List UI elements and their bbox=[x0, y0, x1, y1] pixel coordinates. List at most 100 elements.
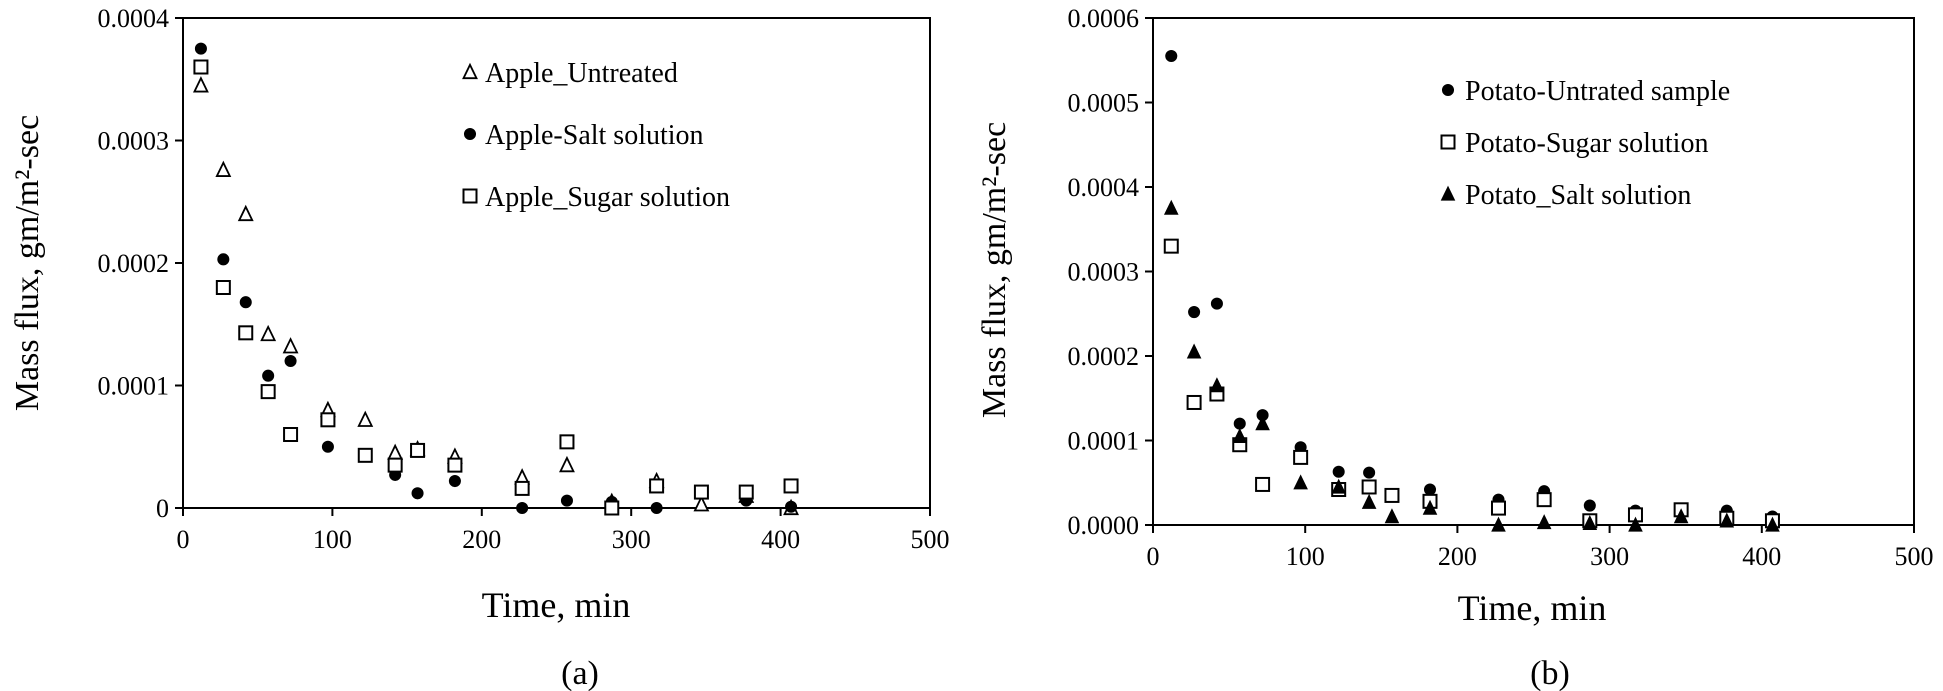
x-tick-labels-b: 0 100 200 300 400 500 bbox=[1147, 525, 1934, 571]
data-point bbox=[448, 475, 461, 488]
x-tick-label: 200 bbox=[1438, 542, 1477, 571]
data-point bbox=[321, 440, 334, 453]
panel-caption-a: (a) bbox=[561, 655, 599, 691]
panel-caption-b: (b) bbox=[1530, 655, 1570, 691]
data-point bbox=[1361, 479, 1377, 495]
x-tick-label: 0 bbox=[177, 525, 190, 554]
y-axis-title-a: Mass flux, gm/m²-sec bbox=[9, 115, 46, 411]
data-point bbox=[1210, 297, 1223, 310]
y-tick-label: 0.0001 bbox=[98, 372, 170, 401]
data-point bbox=[560, 494, 573, 507]
data-point bbox=[215, 160, 232, 177]
x-tick-label: 100 bbox=[1286, 542, 1325, 571]
chart-panel-a: Time, min Mass flux, gm/m²-sec (a) 0 100 2… bbox=[9, 4, 950, 691]
y-tick-label: 0.0004 bbox=[1068, 173, 1140, 202]
data-point bbox=[239, 296, 252, 309]
data-point bbox=[1673, 508, 1689, 524]
data-point bbox=[1232, 427, 1248, 443]
legend-entry-label: Apple_Sugar solution bbox=[485, 182, 730, 213]
data-point bbox=[192, 76, 209, 93]
legend-entry-label: Apple_Untreated bbox=[485, 58, 678, 89]
data-point bbox=[1490, 500, 1506, 516]
data-point bbox=[1582, 514, 1598, 530]
data-point bbox=[1384, 487, 1400, 503]
x-tick-label: 500 bbox=[1895, 542, 1934, 571]
data-point bbox=[1628, 516, 1643, 532]
legend-b: Potato-Untrated sample Potato-Sugar solut… bbox=[1440, 76, 1730, 211]
y-tick-label: 0.0002 bbox=[98, 249, 170, 278]
legend-marker bbox=[1440, 134, 1456, 150]
data-point bbox=[194, 42, 207, 55]
data-point bbox=[1332, 465, 1345, 478]
y-tick-label: 0.0006 bbox=[1068, 4, 1140, 33]
data-point bbox=[1165, 50, 1178, 63]
data-point bbox=[260, 324, 277, 342]
legend-marker bbox=[463, 127, 477, 141]
data-point bbox=[516, 501, 529, 515]
data-points-a bbox=[192, 42, 799, 516]
legend-marker bbox=[1441, 83, 1455, 97]
y-tick-labels-b: 0.0000 0.0001 0.0002 0.0003 0.0004 0.0005 0.00… bbox=[1068, 4, 1153, 540]
data-point bbox=[1163, 238, 1179, 254]
chart-panel-b: Time, min Mass flux, gm/m²-sec (b) 0 100 2… bbox=[976, 4, 1934, 691]
data-point bbox=[357, 410, 374, 427]
data-point bbox=[650, 501, 663, 515]
x-tick-label: 500 bbox=[911, 525, 950, 554]
data-point bbox=[604, 500, 620, 516]
data-point bbox=[559, 434, 575, 450]
legend-a: Apple_Untreated Apple-Salt solution Apple_… bbox=[462, 58, 730, 213]
data-point bbox=[1209, 377, 1225, 393]
data-point bbox=[215, 280, 231, 295]
data-point bbox=[1255, 415, 1270, 431]
data-point bbox=[357, 447, 373, 463]
data-point bbox=[260, 384, 276, 400]
data-point bbox=[387, 443, 404, 460]
y-tick-label: 0.0005 bbox=[1068, 89, 1140, 118]
data-point bbox=[1361, 493, 1377, 509]
y-axis-title-b: Mass flux, gm/m²-sec bbox=[976, 122, 1013, 418]
data-point bbox=[1765, 516, 1780, 532]
x-tick-label: 300 bbox=[1590, 542, 1629, 571]
y-tick-label: 0.0003 bbox=[98, 127, 170, 156]
data-point bbox=[237, 204, 254, 222]
data-point bbox=[1536, 514, 1552, 530]
data-point bbox=[1233, 417, 1246, 430]
legend-entry-label: Potato-Untrated sample bbox=[1465, 76, 1730, 107]
legend-marker bbox=[462, 62, 478, 80]
data-point bbox=[1536, 492, 1552, 508]
data-point bbox=[649, 478, 665, 494]
data-point bbox=[283, 427, 299, 442]
x-tick-label: 100 bbox=[313, 525, 352, 554]
data-point bbox=[1423, 483, 1437, 496]
data-point bbox=[1422, 499, 1438, 515]
x-axis-title-a: Time, min bbox=[482, 585, 631, 625]
y-tick-label: 0.0003 bbox=[1068, 258, 1140, 287]
data-point bbox=[693, 484, 709, 500]
y-tick-label: 0.0002 bbox=[1068, 342, 1140, 371]
data-point bbox=[1491, 516, 1506, 532]
x-tick-label: 200 bbox=[462, 525, 501, 554]
data-point bbox=[282, 337, 299, 354]
legend-marker bbox=[1440, 185, 1456, 201]
data-point bbox=[284, 354, 297, 368]
data-point bbox=[387, 457, 403, 473]
data-point bbox=[1719, 512, 1735, 528]
data-point bbox=[1293, 449, 1309, 465]
data-point bbox=[262, 369, 275, 382]
x-tick-label: 400 bbox=[761, 525, 800, 554]
data-point bbox=[1163, 199, 1179, 215]
data-points-b bbox=[1163, 50, 1780, 532]
data-point bbox=[411, 487, 424, 500]
y-tick-label: 0.0000 bbox=[1068, 511, 1140, 540]
data-point bbox=[1255, 476, 1271, 492]
data-point bbox=[1188, 306, 1201, 319]
data-point bbox=[1384, 508, 1400, 524]
data-point bbox=[785, 500, 798, 513]
data-point bbox=[447, 457, 463, 473]
data-point bbox=[217, 253, 230, 266]
data-point bbox=[1186, 394, 1202, 410]
data-point bbox=[320, 412, 336, 428]
data-point bbox=[410, 442, 426, 458]
x-tick-labels-a: 0 100 200 300 400 500 bbox=[177, 508, 950, 554]
